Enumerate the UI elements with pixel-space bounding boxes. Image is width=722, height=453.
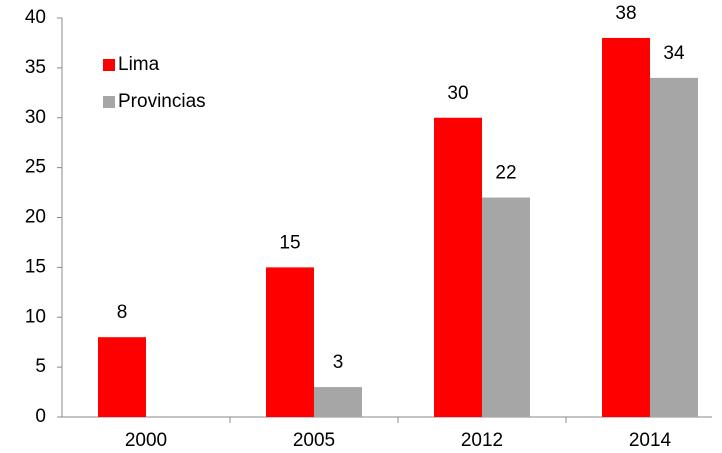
value-label: 22 — [495, 163, 516, 184]
x-tick-label: 2014 — [629, 430, 672, 451]
value-label: 30 — [447, 83, 468, 104]
x-tick-label: 2012 — [461, 430, 503, 451]
x-tick-label: 2000 — [125, 430, 167, 451]
y-tick-label: 20 — [25, 207, 46, 228]
value-label: 3 — [333, 352, 344, 373]
value-label: 38 — [615, 3, 636, 24]
value-label: 8 — [117, 302, 128, 323]
legend-label: Lima — [118, 54, 160, 75]
bar — [482, 197, 530, 417]
y-tick-label: 40 — [25, 7, 46, 28]
y-tick-label: 15 — [25, 256, 46, 277]
y-tick-label: 30 — [25, 107, 46, 128]
bar — [434, 117, 482, 417]
x-tick-label: 2005 — [293, 430, 335, 451]
legend-swatch — [103, 59, 115, 71]
y-tick-label: 25 — [25, 157, 46, 178]
bar — [650, 77, 698, 417]
value-label: 15 — [279, 232, 300, 253]
value-label: 34 — [663, 43, 685, 64]
bar — [602, 37, 650, 417]
legend-swatch — [103, 96, 115, 108]
bar — [98, 337, 146, 417]
y-tick-label: 5 — [35, 356, 46, 377]
bar — [266, 267, 314, 417]
y-tick-label: 10 — [25, 306, 46, 327]
bar — [314, 387, 362, 417]
y-tick-label: 35 — [25, 57, 46, 78]
y-tick-label: 0 — [35, 406, 46, 427]
legend-label: Provincias — [118, 91, 206, 112]
